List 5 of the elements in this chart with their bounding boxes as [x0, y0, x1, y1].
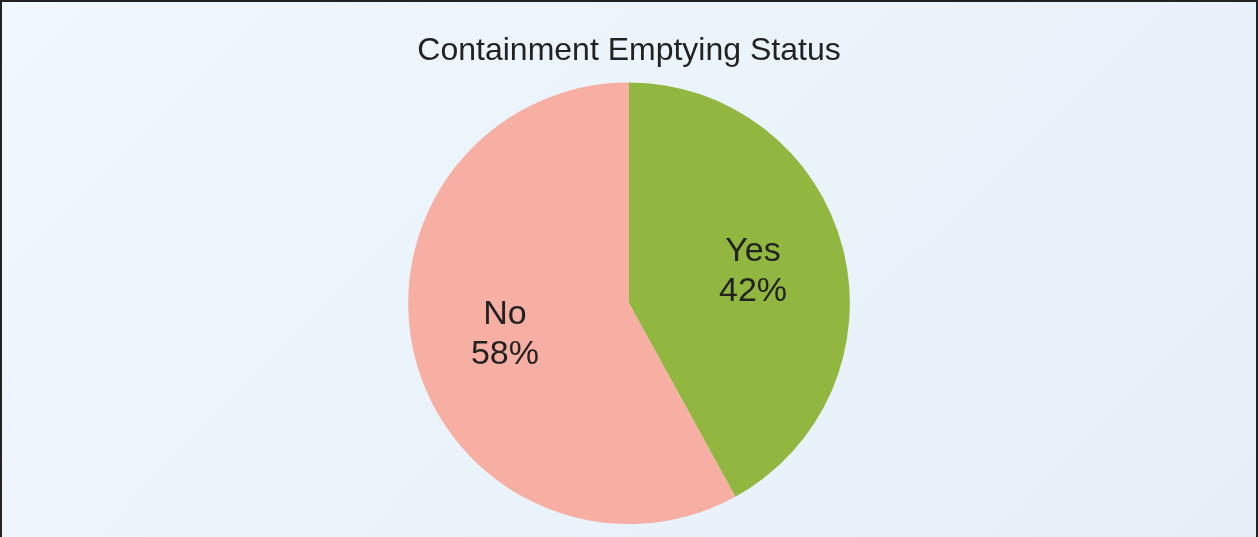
- data-label: 58%: [470, 333, 539, 372]
- chart-title: Containment Emptying Status: [417, 31, 841, 68]
- data-label: 42%: [719, 269, 788, 308]
- slice-label: No: [483, 293, 527, 332]
- slice-label: Yes: [725, 229, 781, 268]
